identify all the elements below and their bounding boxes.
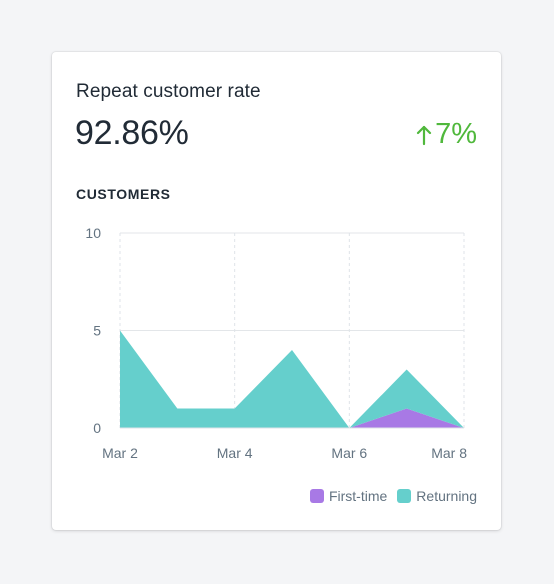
section-label: CUSTOMERS bbox=[76, 186, 171, 202]
y-tick-label: 10 bbox=[85, 225, 101, 241]
area-returning bbox=[120, 330, 464, 428]
customers-area-chart: 0 5 10 Mar 2 Mar 4 Mar 6 Mar 8 bbox=[85, 225, 467, 461]
y-tick-label: 5 bbox=[93, 323, 101, 339]
area-first-time bbox=[120, 408, 464, 428]
legend-swatch bbox=[397, 489, 412, 503]
legend-item: First-time bbox=[309, 488, 388, 504]
metric-value: 92.86% bbox=[75, 114, 189, 152]
y-tick-label: 0 bbox=[93, 420, 101, 436]
x-tick-label: Mar 2 bbox=[102, 445, 138, 461]
metric-change: 7% bbox=[416, 118, 477, 151]
x-tick-label: Mar 4 bbox=[217, 445, 253, 461]
repeat-customer-rate-card: Repeat customer rate 92.86% 7% CUSTOMERS… bbox=[52, 52, 501, 530]
x-tick-label: Mar 8 bbox=[431, 445, 467, 461]
x-tick-label: Mar 6 bbox=[331, 445, 367, 461]
arrow-up-icon bbox=[416, 125, 432, 145]
legend-item: Returning bbox=[397, 488, 477, 504]
metric-change-value: 7% bbox=[435, 118, 477, 150]
card-title: Repeat customer rate bbox=[76, 81, 261, 102]
chart-legend: First-time Returning bbox=[300, 488, 477, 504]
legend-swatch bbox=[309, 489, 324, 503]
legend-label: Returning bbox=[416, 488, 477, 504]
legend-label: First-time bbox=[328, 488, 388, 504]
